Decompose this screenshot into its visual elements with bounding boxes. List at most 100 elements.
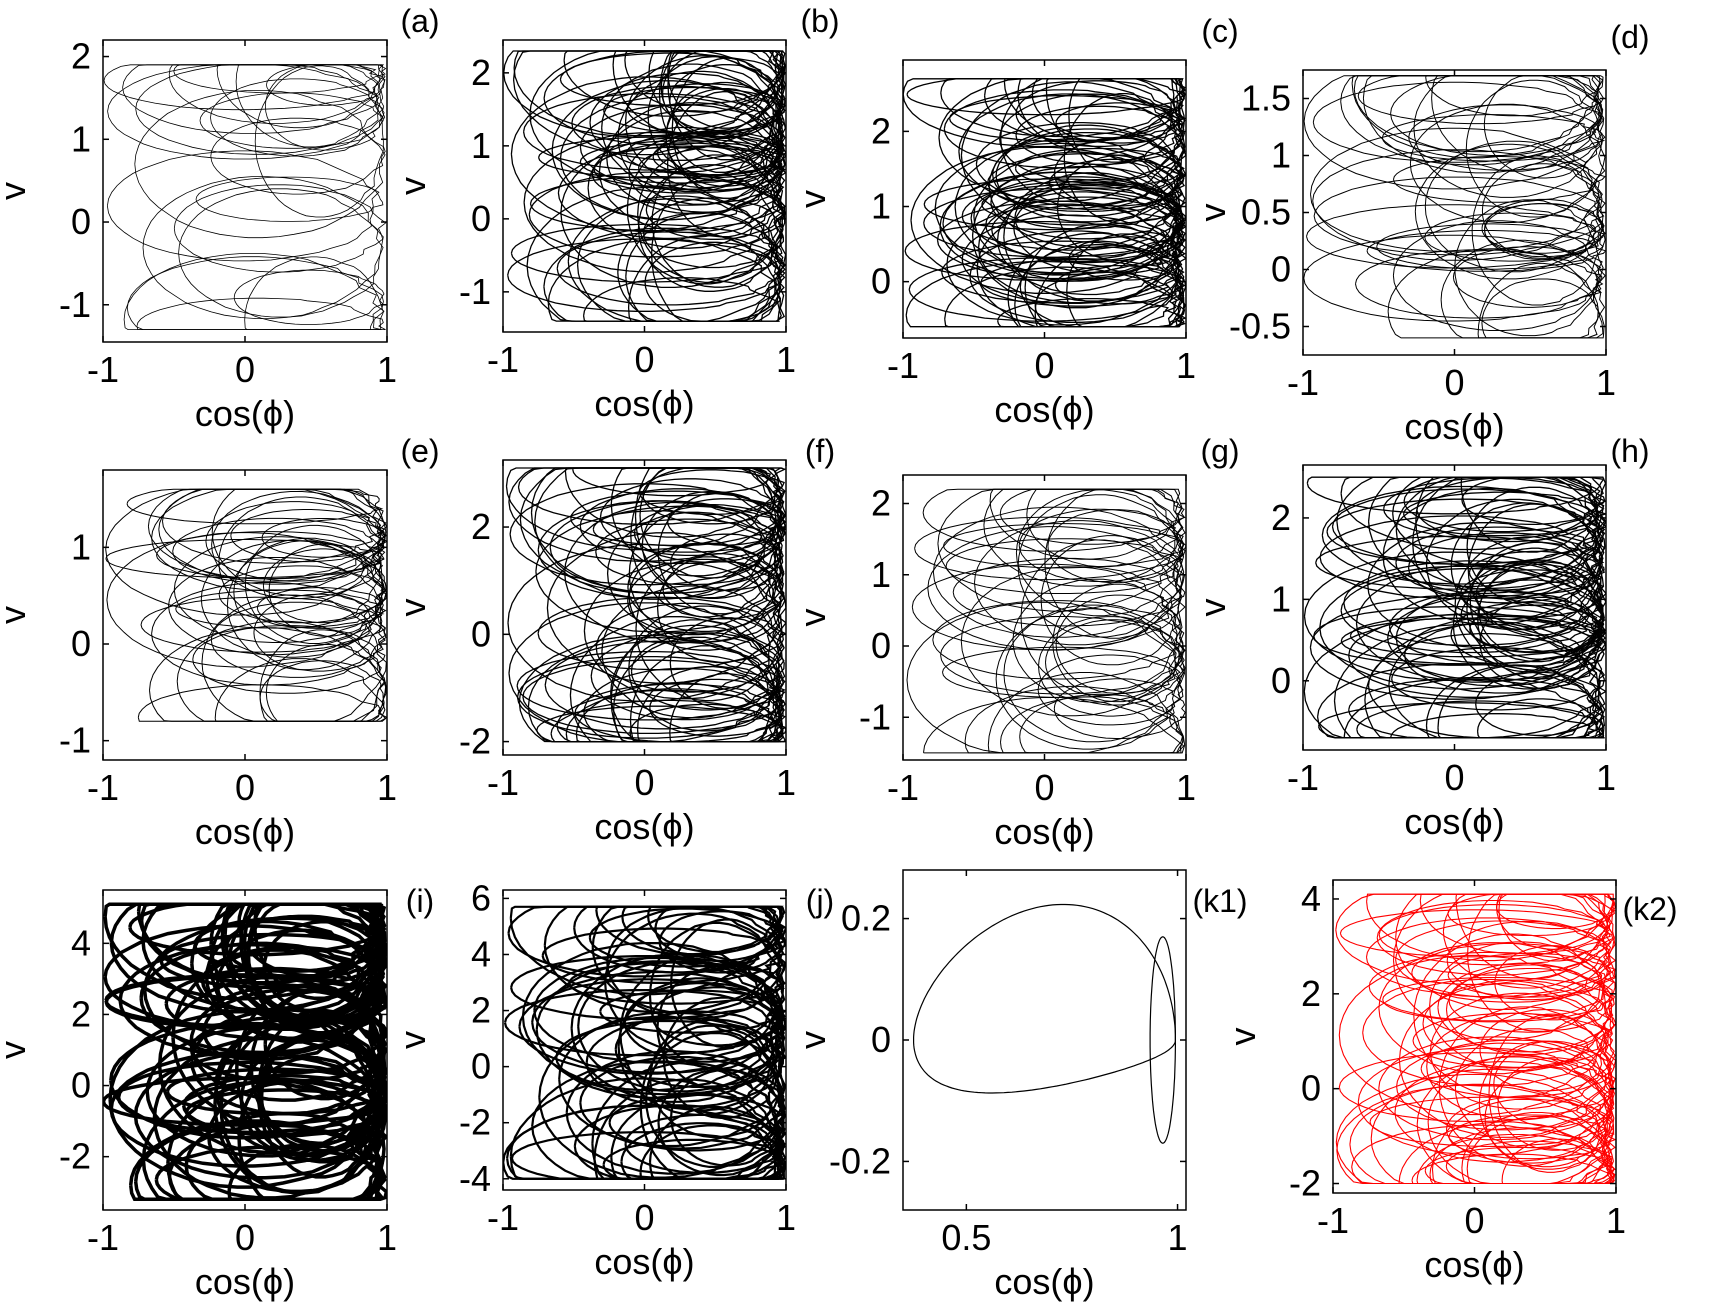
y-tick-label: 1	[471, 125, 491, 166]
trajectory-line	[995, 608, 1185, 750]
trajectory-line	[604, 912, 786, 1054]
trajectory-line	[210, 78, 385, 157]
trajectory-line	[1466, 1115, 1616, 1185]
y-axis-label: v	[0, 606, 33, 624]
y-tick-label: -4	[459, 1158, 491, 1199]
trajectory-line	[669, 617, 785, 710]
x-tick-label: -1	[87, 1217, 119, 1258]
x-tick-label: -1	[487, 339, 519, 380]
y-axis-label: v	[0, 1041, 33, 1059]
y-tick-label: 1	[1271, 578, 1291, 619]
trajectory-line	[585, 1017, 782, 1108]
trajectory-line	[1321, 485, 1604, 585]
panel-label: (e)	[400, 433, 439, 469]
trajectory-line	[136, 297, 386, 330]
trajectory-line	[977, 191, 1186, 304]
trajectory-line	[1376, 899, 1612, 976]
axes-frame	[902, 869, 1187, 1211]
trajectory-line	[1047, 509, 1186, 584]
trajectory-line	[226, 540, 385, 671]
panel-k1: 0.5 1 -0.2 0 0.2 cos(ϕ) v (k1)	[792, 869, 1248, 1302]
trajectory-line	[911, 563, 1186, 651]
trajectory-line	[537, 500, 778, 600]
y-tick-label: 2	[871, 110, 891, 151]
x-tick-label: -1	[887, 345, 919, 386]
trajectory-line	[665, 81, 785, 192]
trajectory-line	[927, 526, 1183, 651]
y-tick-label: 0	[471, 198, 491, 239]
y-tick-label: 2	[471, 506, 491, 547]
panel-h: -1 0 1 0 1 2 cos(ϕ) v (h)	[1192, 433, 1650, 842]
trajectory-line	[564, 467, 783, 538]
trajectory-line	[970, 176, 1186, 261]
trajectory-line	[1333, 623, 1600, 739]
y-tick-label: 0	[71, 623, 91, 664]
series-trajectory	[1303, 476, 1606, 739]
trajectory-line	[173, 184, 387, 273]
y-axis-label: v	[792, 190, 833, 208]
x-tick-label: 1	[1168, 1217, 1188, 1258]
series-trajectory	[505, 467, 786, 743]
y-tick-label: 2	[71, 993, 91, 1034]
trajectory-line	[976, 204, 1184, 328]
trajectory-line	[503, 1104, 783, 1180]
x-tick-label: 0	[235, 349, 255, 390]
trajectory-line	[105, 539, 383, 579]
panel-label: (k2)	[1622, 891, 1677, 927]
x-tick-label: 1	[377, 767, 397, 808]
trajectory-line	[1455, 893, 1616, 980]
panel-b: -1 0 1 -1 0 1 2 cos(ϕ) v (b)	[392, 3, 840, 424]
trajectory-line	[961, 181, 1186, 251]
trajectory-line	[941, 240, 1185, 304]
panel-label: (d)	[1610, 19, 1649, 55]
trajectory-line	[645, 1032, 786, 1168]
x-tick-label: 1	[377, 1217, 397, 1258]
panel-e: -1 0 1 -1 0 1 cos(ϕ) v (e)	[0, 433, 440, 852]
trajectory-line	[1040, 535, 1183, 666]
y-tick-label: 2	[871, 483, 891, 524]
y-tick-label: 0	[71, 201, 91, 242]
trajectory-line	[595, 518, 781, 586]
trajectory-line	[1393, 156, 1606, 203]
trajectory-line	[1339, 909, 1611, 958]
trajectory-line	[105, 488, 386, 616]
trajectory-line	[923, 188, 1185, 258]
panel-a: -1 0 1 -1 0 1 2 cos(ϕ) v (a)	[0, 3, 440, 434]
x-tick-label: -1	[87, 767, 119, 808]
series-trajectory	[1303, 75, 1606, 339]
trajectory-line	[639, 1124, 786, 1180]
x-tick-label: 0	[235, 1217, 255, 1258]
trajectory-line	[1310, 127, 1603, 261]
trajectory-line	[210, 601, 387, 678]
trajectory-line	[1494, 945, 1616, 1021]
axes-frame	[102, 39, 388, 343]
y-tick-label: -2	[59, 1136, 91, 1177]
y-tick-label: 1	[1271, 135, 1291, 176]
trajectory-line	[637, 164, 785, 292]
trajectory-line	[657, 491, 783, 615]
panel-j: -1 0 1 -4 -2 0 2 4 6 cos(ϕ) v (j)	[392, 877, 834, 1282]
trajectory-line	[1303, 75, 1603, 190]
trajectory-line	[974, 520, 1186, 646]
trajectory-line	[116, 1060, 387, 1135]
trajectory-line	[544, 640, 781, 730]
trajectory-line	[1454, 199, 1604, 337]
trajectory-line	[1053, 678, 1186, 739]
trajectory-line	[199, 92, 384, 149]
trajectory-line	[128, 902, 383, 957]
trajectory-line	[952, 557, 1186, 627]
x-tick-label: 0	[634, 1197, 654, 1238]
series-trajectory	[906, 488, 1186, 754]
trajectory-line	[983, 488, 1186, 587]
y-tick-label: 0	[71, 1065, 91, 1106]
trajectory-line	[214, 658, 387, 722]
trajectory-line	[547, 238, 785, 322]
trajectory-line	[134, 90, 386, 239]
trajectory-line	[1445, 1095, 1613, 1164]
trajectory-line	[649, 678, 786, 737]
x-tick-label: 0	[1464, 1200, 1484, 1241]
trajectory-line	[1378, 904, 1614, 966]
trajectory-line	[104, 974, 387, 1030]
y-tick-label: 0	[871, 1019, 891, 1060]
trajectory-line	[1404, 615, 1606, 694]
